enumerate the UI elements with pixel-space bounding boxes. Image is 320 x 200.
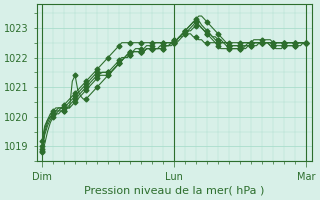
X-axis label: Pression niveau de la mer( hPa ): Pression niveau de la mer( hPa ): [84, 186, 264, 196]
